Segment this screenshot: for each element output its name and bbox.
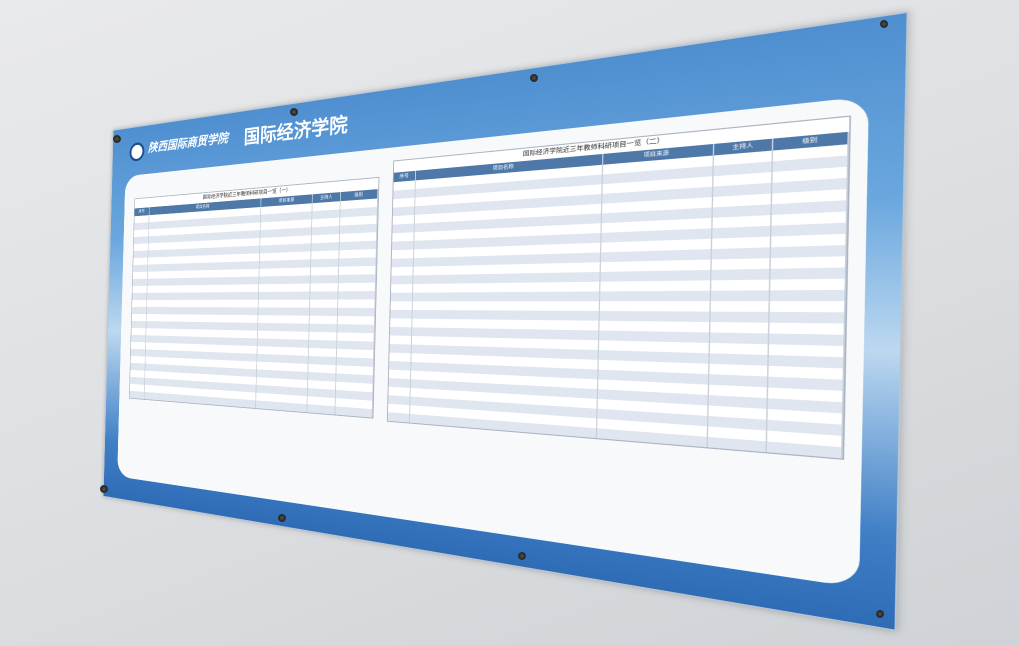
illegible-text: [133, 398, 140, 399]
cell: [391, 275, 413, 284]
cell: [391, 284, 413, 293]
cell: [391, 301, 413, 310]
cell: [770, 312, 846, 324]
cell: [711, 290, 771, 301]
cell: [388, 412, 410, 422]
cell: [335, 406, 373, 417]
logo: [129, 142, 144, 162]
cell: [310, 291, 338, 299]
cell: [311, 283, 339, 291]
screw: [880, 20, 888, 28]
table: 国际经济学院近三年教师科研项目一览（一） 序号 项目名称 项目来源 主持人 级别: [129, 177, 379, 419]
screw: [518, 552, 526, 560]
cell: [310, 308, 338, 316]
cell: [130, 391, 145, 399]
table-row: [391, 290, 846, 301]
cell: [771, 279, 847, 291]
cell: [338, 299, 376, 307]
cell: [711, 301, 771, 312]
cell: [412, 291, 600, 301]
screw: [278, 514, 286, 522]
cell: [600, 301, 711, 311]
cell: [771, 267, 847, 279]
cell: [132, 293, 147, 300]
cell: [391, 293, 413, 302]
cell: [770, 301, 846, 312]
cell: [711, 269, 771, 281]
cell: [338, 283, 376, 292]
screw: [876, 610, 884, 618]
screw: [530, 74, 538, 82]
cell: [259, 300, 311, 308]
cell: [600, 291, 711, 301]
cell: [147, 292, 259, 300]
cell: [310, 300, 338, 308]
screw: [290, 108, 298, 116]
cell: [711, 280, 771, 291]
cell: [600, 280, 711, 291]
cell: [770, 290, 846, 301]
screw: [100, 485, 108, 493]
cell: [338, 291, 376, 300]
cell: [711, 312, 771, 323]
cell: [307, 404, 335, 414]
cell: [390, 310, 412, 319]
school-name: 陕西国际商贸学院: [148, 129, 228, 156]
cell: [259, 292, 311, 300]
screw: [113, 135, 121, 143]
table: 国际经济学院近三年教师科研项目一览（二） 序号 项目名称 项目来源 主持人 级别: [387, 115, 851, 459]
cell: [132, 300, 147, 307]
notice-board: 陕西国际商贸学院 国际经济学院 国际经济学院近三年教师科研项目一览（一） 序号 项目…: [103, 12, 908, 632]
cell: [390, 318, 412, 327]
